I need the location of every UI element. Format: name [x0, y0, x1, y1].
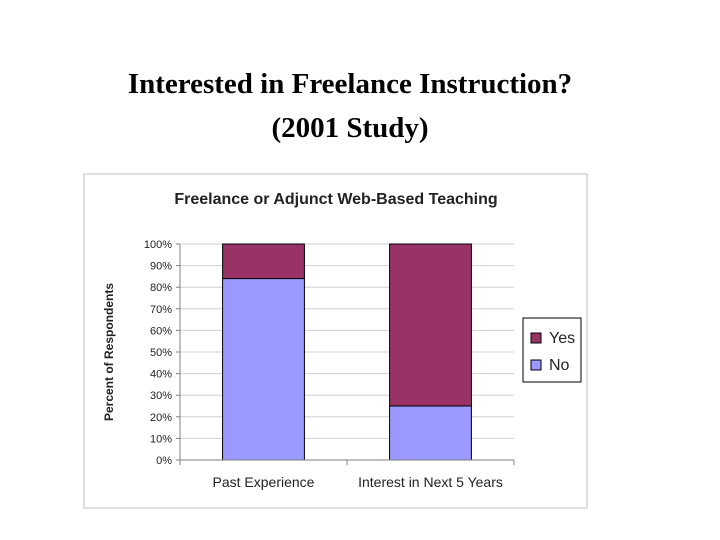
legend-swatch-yes — [530, 332, 542, 344]
axes: 0% 10% 20% 30% 40% 50% 60% 70% 80% 90% 100% Past Ex… — [144, 239, 515, 490]
legend-label-yes: Yes — [549, 330, 575, 347]
bar-yes-1 — [389, 243, 472, 407]
bar-yes-0 — [222, 243, 305, 280]
legend-swatch-no — [530, 359, 542, 371]
legend-box — [522, 317, 582, 383]
y-tick-label: 0% — [156, 455, 172, 467]
y-tick-label: 40% — [150, 369, 172, 381]
y-axis-title: Percent of Respondents — [102, 283, 116, 421]
legend-label-no: No — [549, 357, 570, 374]
y-tick-label: 20% — [150, 412, 172, 424]
y-tick-label: 60% — [150, 325, 172, 337]
y-tick-label: 80% — [150, 282, 172, 294]
bars — [222, 243, 472, 461]
y-tick-label: 50% — [150, 347, 172, 359]
slide-title: Interested in Freelance Instruction? (20… — [0, 62, 700, 150]
x-category-label: Past Experience — [213, 474, 315, 490]
y-tick-label: 100% — [144, 239, 172, 251]
y-tick-label: 10% — [150, 433, 172, 445]
y-tick-label: 70% — [150, 304, 172, 316]
chart-frame — [83, 173, 588, 509]
slide-title-line1: Interested in Freelance Instruction? — [127, 68, 573, 100]
chart-title: Freelance or Adjunct Web-Based Teaching — [174, 191, 497, 208]
legend: Yes No — [522, 317, 582, 383]
y-tick-label: 30% — [150, 390, 172, 402]
bar-no-1 — [389, 405, 472, 461]
y-tick-label: 90% — [150, 261, 172, 273]
slide-title-line2: (2001 Study) — [271, 112, 429, 144]
x-category-label: Interest in Next 5 Years — [358, 474, 503, 490]
bar-no-0 — [222, 278, 305, 461]
